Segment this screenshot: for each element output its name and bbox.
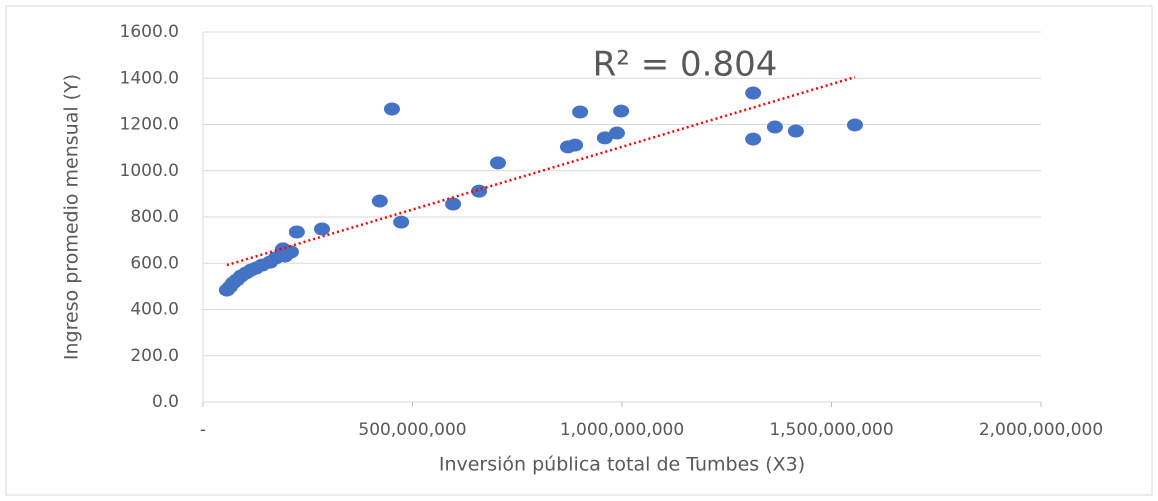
data-point (846, 118, 863, 132)
data-point (393, 215, 410, 229)
y-tick-label: 200.0 (130, 346, 179, 366)
data-point (596, 131, 613, 145)
y-tick-label: 1600.0 (120, 22, 179, 42)
data-point (608, 126, 625, 140)
data-point (288, 225, 305, 239)
data-point (313, 222, 330, 236)
data-point (766, 120, 783, 134)
data-point (445, 197, 462, 211)
y-tick-label: 1400.0 (120, 68, 179, 88)
data-point (282, 245, 299, 259)
data-point (471, 184, 488, 198)
y-tick-label: 0.0 (152, 392, 179, 412)
x-tick-label: 2,000,000,000 (979, 420, 1103, 440)
data-point (383, 102, 400, 116)
x-tick-label: 500,000,000 (358, 420, 466, 440)
data-point (787, 124, 804, 138)
y-tick-label: 400.0 (130, 300, 179, 320)
y-tick-label: 600.0 (130, 253, 179, 273)
data-point (371, 194, 388, 208)
y-tick-label: 1200.0 (120, 115, 179, 135)
y-tick-label: 1000.0 (120, 161, 179, 181)
x-tick-label: 1,000,000,000 (560, 420, 684, 440)
chart-frame (5, 5, 1153, 496)
y-axis-label: Ingreso promedio mensual (Y) (61, 74, 83, 360)
y-tick-label: 800.0 (130, 207, 179, 227)
data-point (745, 86, 762, 100)
data-point (572, 105, 589, 119)
data-point (567, 138, 584, 152)
data-point (489, 156, 506, 170)
data-point (613, 104, 630, 118)
x-axis-label: Inversión pública total de Tumbes (X3) (439, 454, 805, 476)
trendline (226, 75, 856, 267)
x-tick-label: - (200, 420, 206, 440)
data-point (745, 132, 762, 146)
x-tick-label: 1,500,000,000 (769, 420, 893, 440)
